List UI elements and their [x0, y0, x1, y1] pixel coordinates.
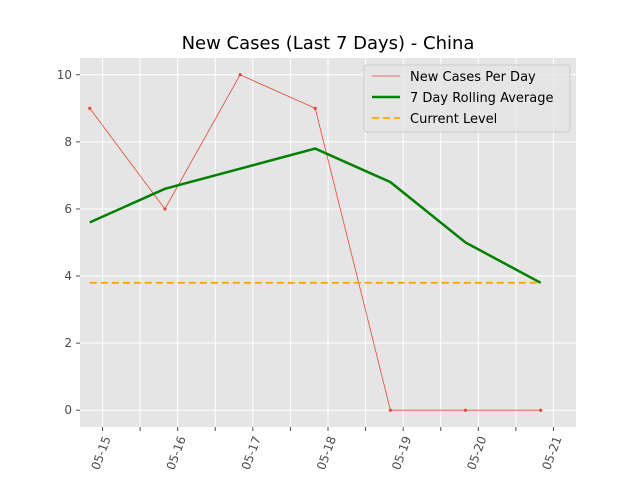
- data-point: [388, 408, 392, 412]
- legend-label: New Cases Per Day: [410, 70, 536, 85]
- data-point: [313, 106, 317, 110]
- x-tick-label: 05-17: [239, 434, 264, 472]
- legend-label: 7 Day Rolling Average: [410, 91, 553, 106]
- y-tick-label: 2: [64, 336, 72, 350]
- x-tick-label: 05-19: [389, 434, 414, 472]
- series-layer: [88, 73, 543, 412]
- y-tick-label: 10: [57, 68, 72, 82]
- y-tick-label: 4: [64, 269, 72, 283]
- x-tick-label: 05-15: [89, 434, 114, 472]
- legend-label: Current Level: [410, 112, 497, 127]
- data-point: [539, 408, 543, 412]
- series-rolling-average-line: [89, 147, 542, 284]
- x-tick-label: 05-16: [164, 434, 189, 472]
- x-tick-label: 05-20: [464, 434, 489, 472]
- x-tick-label: 05-21: [539, 434, 564, 472]
- y-tick-label: 6: [64, 202, 72, 216]
- data-point: [88, 106, 92, 110]
- data-point: [238, 73, 242, 77]
- x-tick-label: 05-18: [314, 434, 339, 472]
- chart-title: New Cases (Last 7 Days) - China: [182, 33, 475, 54]
- data-point: [163, 207, 167, 211]
- legend-box: [363, 64, 571, 133]
- y-tick-label: 0: [64, 403, 72, 417]
- legend: New Cases Per Day 7 Day Rolling Average Cu…: [363, 64, 571, 133]
- y-tick-label: 8: [64, 135, 72, 149]
- data-point: [463, 408, 468, 412]
